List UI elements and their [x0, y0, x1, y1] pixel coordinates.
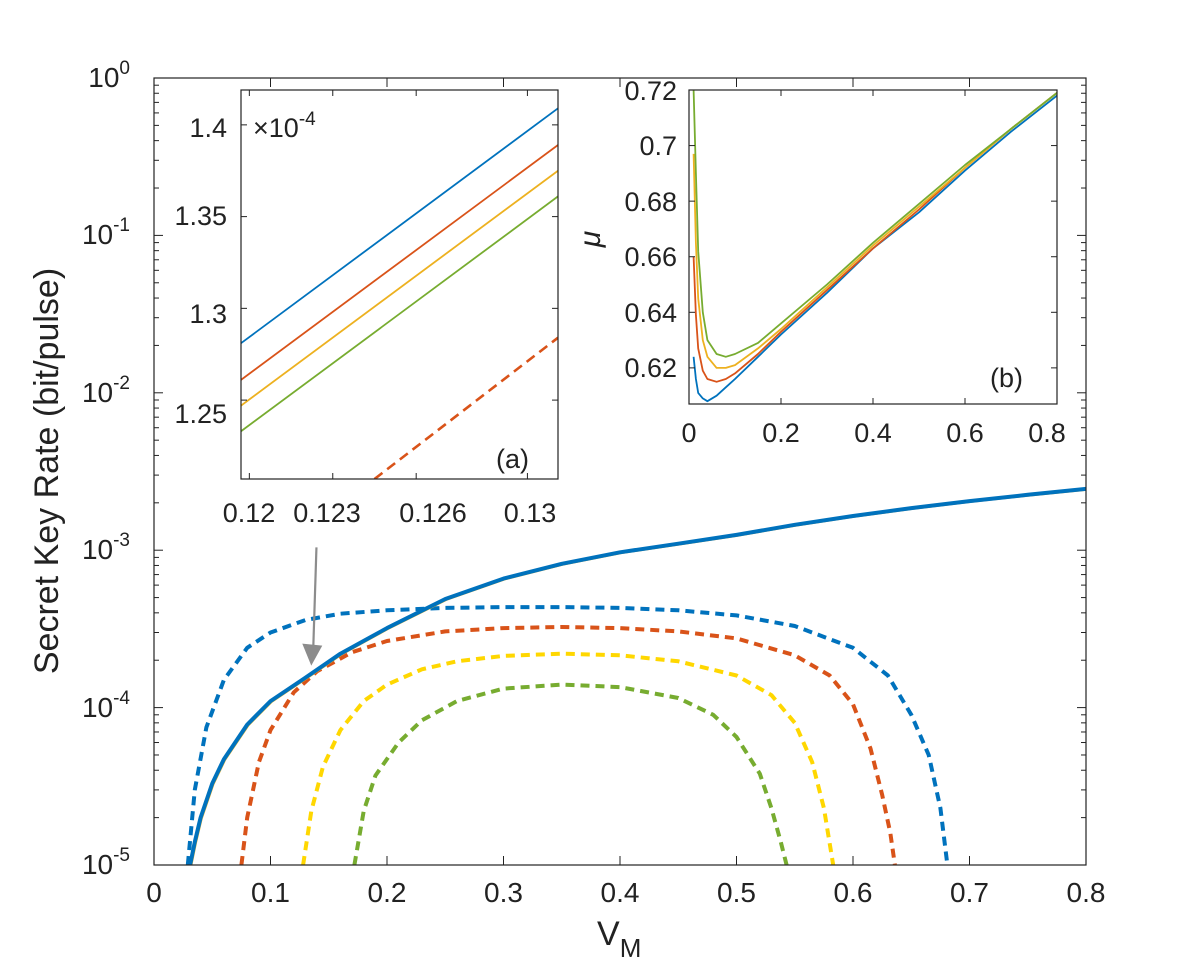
inset-a-multiplier: ×10-4 — [253, 109, 316, 143]
inset-a-x-tick-label: 0.126 — [399, 498, 467, 528]
x-axis-label: VM — [597, 915, 641, 963]
inset-b-x-tick-label: 0.6 — [946, 418, 984, 448]
main-x-tick-label: 0.3 — [484, 877, 523, 908]
main-x-tick-label: 0.7 — [950, 877, 989, 908]
inset-b-y-tick-label: 0.62 — [624, 353, 677, 383]
inset-b-series-green — [692, 90, 1057, 358]
inset-a-y-tick-labels: 1.25 1.3 1.35 1.4 — [174, 113, 227, 429]
main-series-dashed-blue — [185, 605, 950, 865]
inset-b-y-tick-label: 0.72 — [624, 76, 677, 106]
inset-b-tick-marks — [688, 89, 1058, 404]
inset-b-series-blue — [692, 94, 1057, 403]
main-tick-marks — [153, 77, 1087, 866]
inset-b-series-orange — [692, 92, 1057, 383]
inset-b-x-tick-labels: 0 0.2 0.4 0.6 0.8 — [681, 418, 1065, 448]
inset-a-x-tick-labels: 0.12 0.123 0.126 0.13 — [223, 498, 557, 528]
inset-b-series-group — [692, 90, 1057, 403]
inset-a-series-orange-dashed — [373, 336, 558, 479]
main-x-tick-labels: 0 0.1 0.2 0.3 0.4 0.5 0.6 0.7 0.8 — [146, 877, 1105, 908]
main-series-solid-blue — [188, 486, 1086, 865]
inset-b-x-tick-label: 0.4 — [854, 418, 892, 448]
inset-a-y-tick-label: 1.3 — [189, 299, 227, 329]
main-x-tick-label: 0.5 — [717, 877, 756, 908]
inset-a-tick-marks — [241, 90, 558, 479]
inset-a-series-blue — [241, 107, 558, 344]
main-x-tick-label: 0.4 — [601, 877, 640, 908]
main-y-tick-labels: 100 10-1 10-2 10-3 10-4 10-5 — [82, 58, 130, 880]
main-x-tick-label: 0 — [146, 877, 162, 908]
inset-b-y-axis-label: μ — [574, 231, 607, 248]
inset-b-y-tick-label: 0.68 — [624, 187, 677, 217]
inset-b-plot: 0.62 0.64 0.66 0.68 0.7 0.72 0 0.2 0.4 0… — [574, 76, 1066, 448]
main-y-tick-label: 10-3 — [82, 530, 130, 565]
main-y-tick-label: 100 — [88, 58, 130, 93]
inset-a-panel-label: (a) — [496, 444, 529, 474]
inset-a-background — [241, 90, 558, 479]
callout-arrow-shaft — [312, 547, 318, 648]
main-series-group — [185, 486, 1086, 865]
inset-a-series-group — [241, 107, 558, 479]
main-y-tick-label: 10-1 — [82, 215, 130, 250]
inset-b-series-yellow — [692, 92, 1057, 369]
main-y-tick-label: 10-5 — [82, 845, 130, 880]
inset-b-y-tick-label: 0.64 — [624, 298, 677, 328]
main-x-tick-label: 0.8 — [1067, 877, 1106, 908]
main-series-dashed-green — [352, 682, 789, 865]
y-axis-label: Secret Key Rate (bit/pulse) — [28, 268, 66, 674]
inset-b-x-tick-label: 0.2 — [762, 418, 800, 448]
main-x-tick-label: 0.2 — [368, 877, 407, 908]
main-plot: 0 0.1 0.2 0.3 0.4 0.5 0.6 0.7 0.8 100 10… — [28, 58, 1105, 963]
main-y-tick-label: 10-4 — [82, 688, 130, 723]
inset-b-x-tick-label: 0.8 — [1028, 418, 1066, 448]
inset-a-series-green — [241, 195, 558, 433]
inset-a-x-tick-label: 0.13 — [504, 498, 557, 528]
callout-arrow-head — [302, 643, 323, 666]
inset-b-panel-label: (b) — [990, 363, 1023, 393]
inset-b-y-tick-labels: 0.62 0.64 0.66 0.68 0.7 0.72 — [624, 76, 677, 383]
inset-a-y-tick-label: 1.4 — [189, 113, 227, 143]
inset-a-y-tick-label: 1.35 — [174, 201, 227, 231]
inset-a-x-tick-label: 0.123 — [293, 498, 361, 528]
main-x-tick-label: 0.1 — [251, 877, 290, 908]
inset-a-plot: 1.25 1.3 1.35 1.4 0.12 0.123 0.126 0.13 … — [174, 89, 559, 528]
main-y-tick-label: 10-2 — [82, 373, 130, 408]
inset-a-frame — [240, 89, 559, 480]
inset-a-y-tick-label: 1.25 — [174, 399, 227, 429]
inset-a-series-yellow — [241, 169, 558, 407]
inset-a-x-tick-label: 0.12 — [223, 498, 276, 528]
inset-b-y-tick-label: 0.7 — [639, 131, 677, 161]
main-x-tick-label: 0.6 — [834, 877, 873, 908]
inset-b-x-tick-label: 0 — [681, 418, 696, 448]
callout-arrow — [302, 547, 323, 666]
inset-b-y-tick-label: 0.66 — [624, 242, 677, 272]
main-series-dashed-orange — [239, 625, 897, 865]
inset-a-series-orange — [241, 144, 558, 381]
main-series-dashed-yellow — [301, 651, 836, 865]
